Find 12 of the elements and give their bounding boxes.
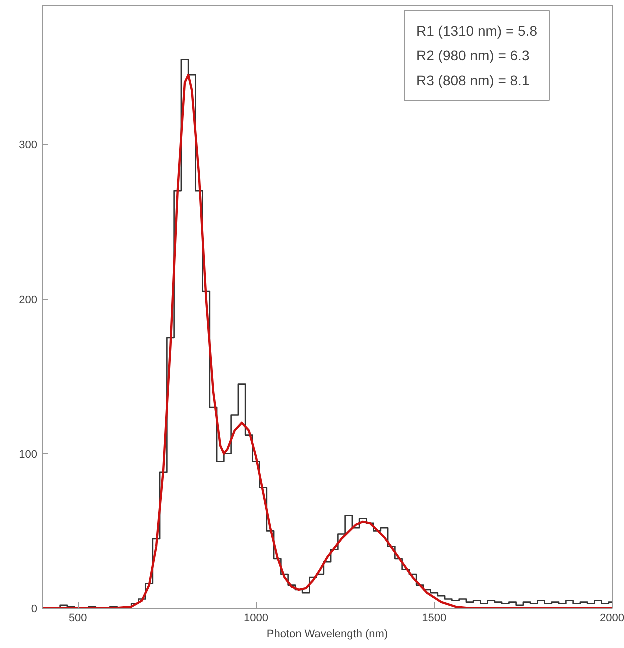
y-tick-label: 200: [19, 294, 38, 306]
annotation: R3 (808 nm) = 8.1: [416, 72, 530, 88]
x-tick-label: 1000: [244, 612, 268, 624]
x-tick-label: 500: [68, 612, 88, 624]
annotation: R2 (980 nm) = 6.3: [416, 48, 530, 64]
y-tick-label: 300: [19, 140, 38, 152]
y-tick-label: 100: [19, 448, 38, 461]
x-tick-label: 1500: [422, 612, 447, 624]
x-tick-label: 2000: [600, 612, 624, 624]
x-axis-title: Photon Wavelength (nm): [266, 628, 388, 640]
annotation: R1 (1310 nm) = 5.8: [416, 22, 538, 39]
y-tick-label: 0: [31, 604, 38, 616]
